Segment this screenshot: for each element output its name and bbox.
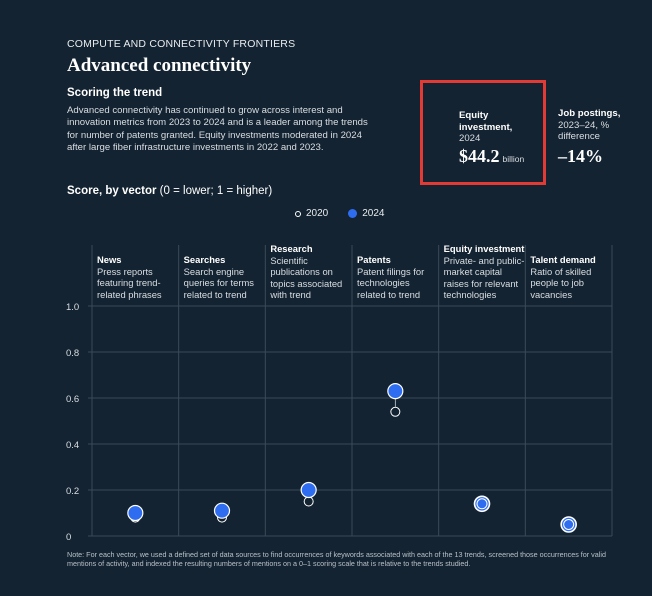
column-header: Research Scientific publications on topic… — [270, 243, 352, 301]
page-title: Advanced connectivity — [67, 55, 252, 76]
point-2020 — [303, 496, 314, 507]
job-postings-kpi-label-main: Job postings, — [558, 108, 621, 119]
column-header-desc: Scientific publications on topics associ… — [270, 254, 343, 301]
point-2024 — [387, 383, 404, 400]
column-header: Equity investment Private- and public-mar… — [444, 243, 526, 301]
chart-title: Score, by vector (0 = lower; 1 = higher) — [67, 185, 272, 197]
column-header-name: Talent demand — [530, 254, 596, 265]
point-2020 — [476, 498, 488, 510]
job-postings-kpi-label: Job postings, 2023–24, % difference — [558, 108, 638, 143]
point-2020 — [563, 519, 575, 530]
section-subtitle: Scoring the trend — [67, 87, 163, 99]
column-header-desc: Search engine queries for terms related … — [183, 265, 254, 300]
point-2020 — [390, 406, 401, 417]
equity-kpi-label: Equity investment, 2024 — [459, 110, 539, 145]
chart-legend: 2020 2024 — [295, 208, 385, 219]
equity-kpi-value: $44.2 billion — [459, 146, 524, 167]
column-header-name: Equity investment — [443, 243, 525, 254]
column-header-name: Searches — [183, 254, 226, 265]
y-tick-label: 0 — [66, 532, 71, 543]
point-2024 — [127, 504, 144, 522]
footnote: Note: For each vector, we used a defined… — [67, 550, 606, 568]
column-header-name: Research — [270, 243, 313, 254]
column-header: Talent demand Ratio of skilled people to … — [530, 254, 612, 300]
column-header: Patents Patent filings for technologies r… — [357, 254, 439, 300]
column-header-desc: Press reports featuring trend-related ph… — [97, 265, 162, 300]
column-header-desc: Private- and public-market capital raise… — [443, 254, 525, 301]
column-header-desc: Patent filings for technologies related … — [357, 265, 425, 300]
chart-title-scale: (0 = lower; 1 = higher) — [156, 185, 273, 197]
legend-hollow-dot-icon — [295, 210, 301, 217]
legend-item-2020: 2020 — [295, 208, 328, 219]
equity-kpi-label-main: Equity investment, — [459, 110, 513, 133]
y-tick-label: 0.8 — [66, 348, 79, 359]
legend-label-2024: 2024 — [362, 208, 385, 219]
equity-kpi-number: $44.2 — [459, 146, 500, 166]
equity-kpi-label-year: 2024 — [459, 133, 481, 144]
chart-title-bold: Score, by vector — [67, 185, 157, 197]
equity-highlight-box — [420, 80, 546, 185]
eyebrow-label: COMPUTE AND CONNECTIVITY FRONTIERS — [67, 38, 296, 50]
legend-item-2024: 2024 — [348, 208, 385, 219]
legend-filled-dot-icon — [348, 209, 358, 218]
y-tick-label: 1.0 — [66, 302, 79, 313]
y-tick-label: 0.2 — [66, 486, 79, 497]
column-header-name: Patents — [357, 254, 391, 265]
job-postings-kpi-label-sub: 2023–24, % difference — [558, 119, 610, 143]
equity-kpi-unit: billion — [502, 154, 525, 164]
job-postings-kpi-value: –14% — [558, 146, 603, 166]
column-header: Searches Search engine queries for terms … — [184, 254, 266, 300]
column-header-name: News — [97, 254, 122, 265]
point-2024 — [213, 502, 231, 519]
trend-description: Advanced connectivity has continued to g… — [67, 105, 368, 154]
y-tick-label: 0.4 — [66, 440, 79, 451]
y-tick-label: 0.6 — [66, 394, 79, 405]
column-header: News Press reports featuring trend-relate… — [97, 254, 179, 300]
column-header-desc: Ratio of skilled people to job vacancies — [530, 265, 592, 300]
legend-label-2020: 2020 — [306, 208, 329, 219]
point-2024 — [300, 481, 317, 499]
